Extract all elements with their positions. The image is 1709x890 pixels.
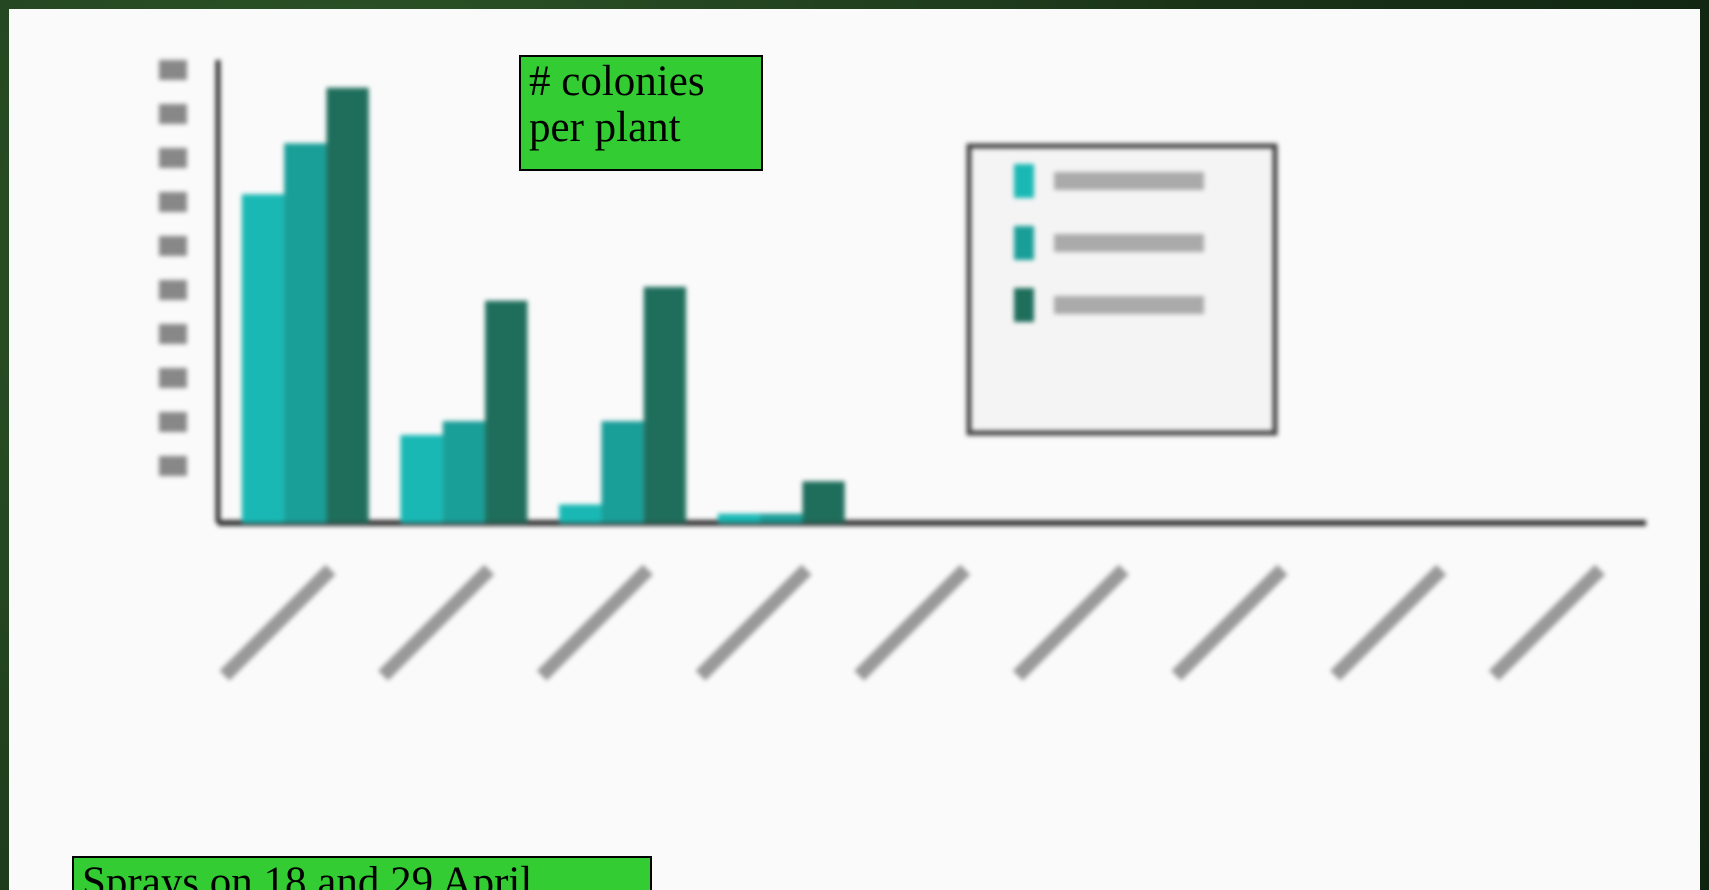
- legend-smudge: [1054, 296, 1204, 314]
- bar: [400, 435, 443, 523]
- bar: [601, 421, 644, 523]
- bar: [241, 194, 285, 523]
- legend-smudge: [1054, 172, 1204, 190]
- bar: [485, 300, 528, 523]
- y-tick-smudge: [159, 368, 187, 388]
- panel: # colonies per plant Sprays on 18 and 29…: [9, 9, 1700, 890]
- legend-smudge: [1054, 234, 1204, 252]
- x-tick-smudge: [1488, 564, 1605, 681]
- y-tick-smudge: [159, 412, 187, 432]
- bar: [559, 504, 602, 523]
- y-label-box: # colonies per plant: [519, 55, 763, 171]
- bar: [284, 143, 327, 523]
- x-tick-smudge: [1330, 564, 1447, 681]
- y-tick-smudge: [159, 192, 187, 212]
- y-tick-smudge: [159, 280, 187, 300]
- bar: [802, 481, 845, 523]
- y-tick-smudge: [159, 324, 187, 344]
- bar: [442, 421, 486, 523]
- x-tick-smudge: [378, 564, 495, 681]
- x-tick-smudge: [695, 564, 812, 681]
- spray-note: Sprays on 18 and 29 April: [72, 856, 652, 890]
- legend-swatch: [1014, 226, 1034, 260]
- legend-swatch: [1014, 164, 1034, 198]
- x-tick-smudge: [1171, 564, 1288, 681]
- x-tick-smudge: [219, 564, 336, 681]
- bar: [760, 513, 803, 523]
- y-tick-smudge: [159, 60, 187, 80]
- bar: [717, 513, 761, 523]
- x-tick-smudge: [854, 564, 971, 681]
- y-tick-smudge: [159, 104, 187, 124]
- x-tick-smudge: [1012, 564, 1129, 681]
- y-tick-smudge: [159, 456, 187, 476]
- chart: [159, 60, 1646, 681]
- y-tick-smudge: [159, 236, 187, 256]
- x-tick-smudge: [536, 564, 653, 681]
- legend-swatch: [1014, 288, 1034, 322]
- y-tick-smudge: [159, 148, 187, 168]
- bar: [643, 286, 687, 523]
- bar: [326, 87, 369, 523]
